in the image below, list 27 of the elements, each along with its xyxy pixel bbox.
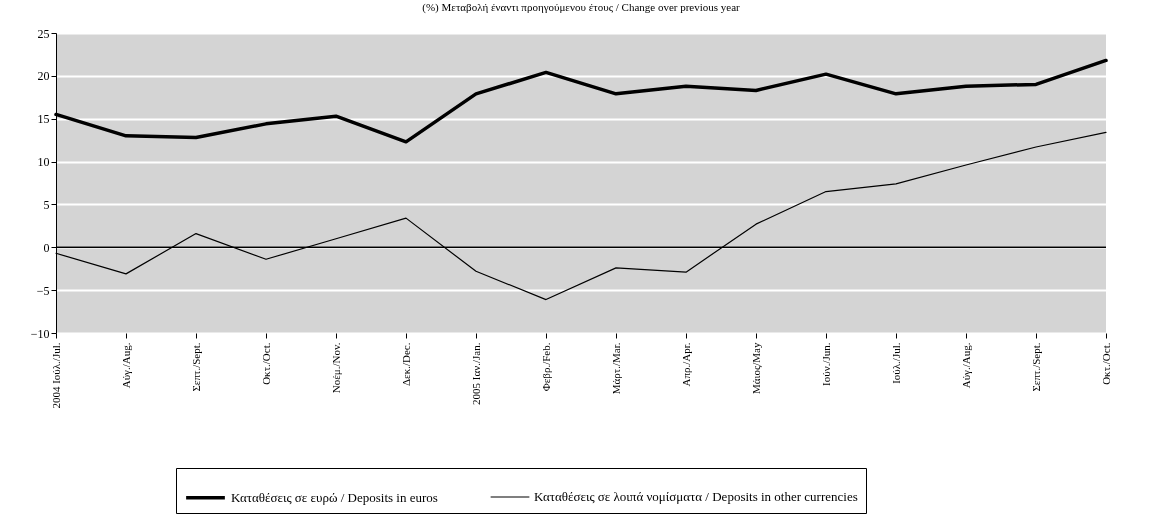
x-tick-label: Δεκ./Dec. (399, 342, 412, 387)
x-tick-label: 2004 Ιούλ./Jul. (49, 342, 62, 409)
x-tick-label: Νοέμ./Nov. (329, 342, 342, 394)
y-tick-label: 15 (37, 112, 50, 127)
y-tick-label: 10 (37, 155, 50, 170)
legend-label: Καταθέσεις σε ευρώ / Deposits in euros (231, 489, 438, 505)
x-tick-label: 2005 Ιαν./Jan. (469, 342, 482, 405)
x-tick-label: Σεπτ./Sept. (1029, 342, 1042, 392)
x-tick-label: Οκτ./Oct. (259, 342, 272, 385)
x-tick-label: Φεβρ./Feb. (539, 342, 552, 392)
y-tick-label: −5 (36, 283, 50, 298)
x-tick-label: Απρ./Apr. (679, 342, 692, 387)
x-tick-label: Ιούλ./Jul. (889, 342, 902, 384)
y-tick-label: 20 (37, 69, 50, 84)
y-tick-label: 0 (43, 240, 50, 255)
x-tick-label: Μάρτ./Mar. (609, 342, 622, 395)
chart-title: (%) Μεταβολή έναντι προηγούμενου έτους / Change over previous year (422, 1, 741, 14)
x-tick-label: Ιούν./Jun. (819, 342, 832, 386)
x-tick-label: Αύγ./Aug. (959, 342, 972, 389)
x-tick-label: Σεπτ./Sept. (189, 342, 202, 392)
y-tick-label: 5 (43, 197, 50, 212)
legend-label: Καταθέσεις σε λοιπά νομίσματα / Deposits in other currencies (534, 489, 858, 504)
x-tick-label: Μάιος/May (749, 342, 762, 395)
y-tick-label: 25 (37, 26, 50, 41)
x-tick-label: Οκτ./Oct. (1099, 342, 1112, 385)
y-tick-label: −10 (30, 326, 50, 341)
x-tick-label: Αύγ./Aug. (119, 342, 132, 389)
